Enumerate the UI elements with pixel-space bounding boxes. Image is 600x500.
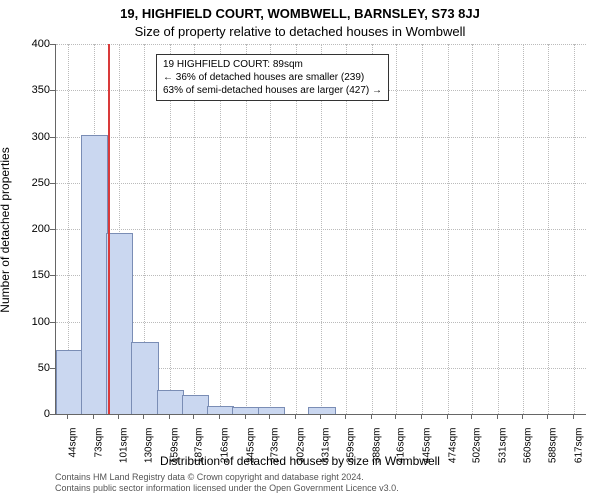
x-tick-mark [522,414,523,419]
y-tick-label: 50 [18,362,50,374]
y-tick-label: 0 [18,408,50,420]
histogram-bar [81,135,109,414]
x-tick-label: 474sqm [447,428,458,468]
x-tick-label: 531sqm [497,428,508,468]
annotation-line2: ← 36% of detached houses are smaller (23… [163,71,382,84]
grid-line-v [574,44,575,414]
x-tick-mark [320,414,321,419]
x-tick-label: 331sqm [321,428,332,468]
annotation-line1: 19 HIGHFIELD COURT: 89sqm [163,58,382,71]
histogram-bar [157,390,185,414]
x-tick-mark [471,414,472,419]
x-tick-label: 560sqm [523,428,534,468]
x-tick-label: 73sqm [93,428,104,468]
x-tick-mark [497,414,498,419]
copyright-text: Contains HM Land Registry data © Crown c… [55,472,399,495]
x-tick-mark [547,414,548,419]
x-tick-label: 588sqm [548,428,559,468]
histogram-bar [258,407,285,414]
x-tick-label: 416sqm [396,428,407,468]
y-tick-mark [50,90,55,91]
plot-area: 19 HIGHFIELD COURT: 89sqm← 36% of detach… [55,44,586,415]
grid-line-v [422,44,423,414]
x-tick-mark [118,414,119,419]
x-tick-label: 445sqm [421,428,432,468]
x-tick-label: 101sqm [118,428,129,468]
y-tick-mark [50,414,55,415]
histogram-chart: 19, HIGHFIELD COURT, WOMBWELL, BARNSLEY,… [0,0,600,500]
x-tick-mark [345,414,346,419]
histogram-bar [308,407,336,414]
grid-line-v [548,44,549,414]
y-tick-label: 100 [18,316,50,328]
x-tick-label: 388sqm [371,428,382,468]
chart-title-sub: Size of property relative to detached ho… [0,24,600,39]
x-tick-label: 617sqm [573,428,584,468]
y-axis-label: Number of detached properties [0,147,12,312]
y-tick-label: 400 [18,38,50,50]
histogram-bar [232,407,260,414]
x-tick-mark [193,414,194,419]
y-tick-label: 150 [18,269,50,281]
grid-line-v [448,44,449,414]
copyright-line2: Contains public sector information licen… [55,483,399,494]
histogram-bar [207,406,235,414]
y-tick-mark [50,368,55,369]
y-tick-mark [50,275,55,276]
x-tick-mark [219,414,220,419]
grid-line-v [472,44,473,414]
histogram-bar [182,395,209,415]
x-tick-mark [67,414,68,419]
x-tick-label: 245sqm [245,428,256,468]
x-tick-mark [395,414,396,419]
copyright-line1: Contains HM Land Registry data © Crown c… [55,472,399,483]
x-tick-mark [447,414,448,419]
x-tick-mark [295,414,296,419]
x-tick-label: 502sqm [472,428,483,468]
x-tick-label: 44sqm [68,428,79,468]
y-tick-label: 200 [18,223,50,235]
x-tick-label: 359sqm [346,428,357,468]
grid-line-v [396,44,397,414]
annotation-line3: 63% of semi-detached houses are larger (… [163,84,382,97]
x-tick-mark [421,414,422,419]
x-tick-mark [269,414,270,419]
annotation-box: 19 HIGHFIELD COURT: 89sqm← 36% of detach… [156,54,389,101]
x-tick-mark [169,414,170,419]
x-tick-mark [245,414,246,419]
grid-line-v [498,44,499,414]
x-tick-label: 302sqm [295,428,306,468]
x-tick-label: 187sqm [194,428,205,468]
x-tick-label: 159sqm [169,428,180,468]
x-tick-mark [573,414,574,419]
y-tick-mark [50,183,55,184]
x-tick-label: 273sqm [270,428,281,468]
histogram-bar [131,342,159,414]
x-tick-mark [143,414,144,419]
y-tick-mark [50,229,55,230]
x-tick-label: 216sqm [220,428,231,468]
grid-line-v [523,44,524,414]
x-tick-mark [371,414,372,419]
chart-title-main: 19, HIGHFIELD COURT, WOMBWELL, BARNSLEY,… [0,6,600,21]
y-tick-mark [50,137,55,138]
x-tick-mark [93,414,94,419]
y-tick-mark [50,44,55,45]
histogram-bar [106,233,133,414]
y-tick-label: 300 [18,131,50,143]
histogram-bar [56,350,83,414]
subject-marker-line [108,44,110,414]
y-tick-mark [50,322,55,323]
x-tick-label: 130sqm [144,428,155,468]
y-tick-label: 250 [18,177,50,189]
y-tick-label: 350 [18,84,50,96]
